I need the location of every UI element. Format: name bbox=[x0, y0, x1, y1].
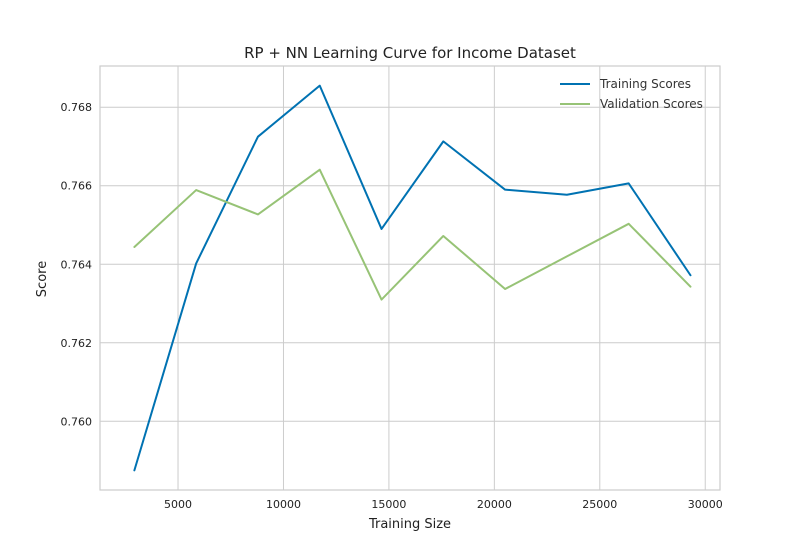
plot-area-frame bbox=[99, 65, 721, 491]
x-tick-label: 30000 bbox=[688, 498, 723, 511]
tick-labels: 5000 10000 15000 20000 25000 30000 0.760 0.762 0… bbox=[61, 101, 723, 511]
x-tick-label: 10000 bbox=[266, 498, 301, 511]
y-tick-label: 0.760 bbox=[61, 415, 93, 428]
x-axis-label: Training Size bbox=[368, 517, 451, 532]
x-tick-label: 20000 bbox=[477, 498, 512, 511]
series-line-training-scores bbox=[133, 84, 692, 472]
series-line-validation-scores bbox=[133, 168, 692, 301]
x-tick-label: 25000 bbox=[582, 498, 617, 511]
legend-label-validation-scores: Validation Scores bbox=[600, 97, 703, 111]
legend-label-training-scores: Training Scores bbox=[599, 77, 691, 91]
y-tick-label: 0.766 bbox=[61, 180, 93, 193]
y-tick-label: 0.762 bbox=[61, 337, 93, 350]
y-axis-label: Score bbox=[35, 261, 50, 297]
legend: Training Scores Validation Scores bbox=[560, 77, 703, 111]
y-tick-label: 0.768 bbox=[61, 101, 93, 114]
x-tick-label: 15000 bbox=[371, 498, 406, 511]
chart-title: RP + NN Learning Curve for Income Datase… bbox=[244, 44, 576, 62]
y-tick-label: 0.764 bbox=[61, 258, 93, 271]
series-group bbox=[133, 84, 692, 472]
x-tick-label: 5000 bbox=[164, 498, 192, 511]
